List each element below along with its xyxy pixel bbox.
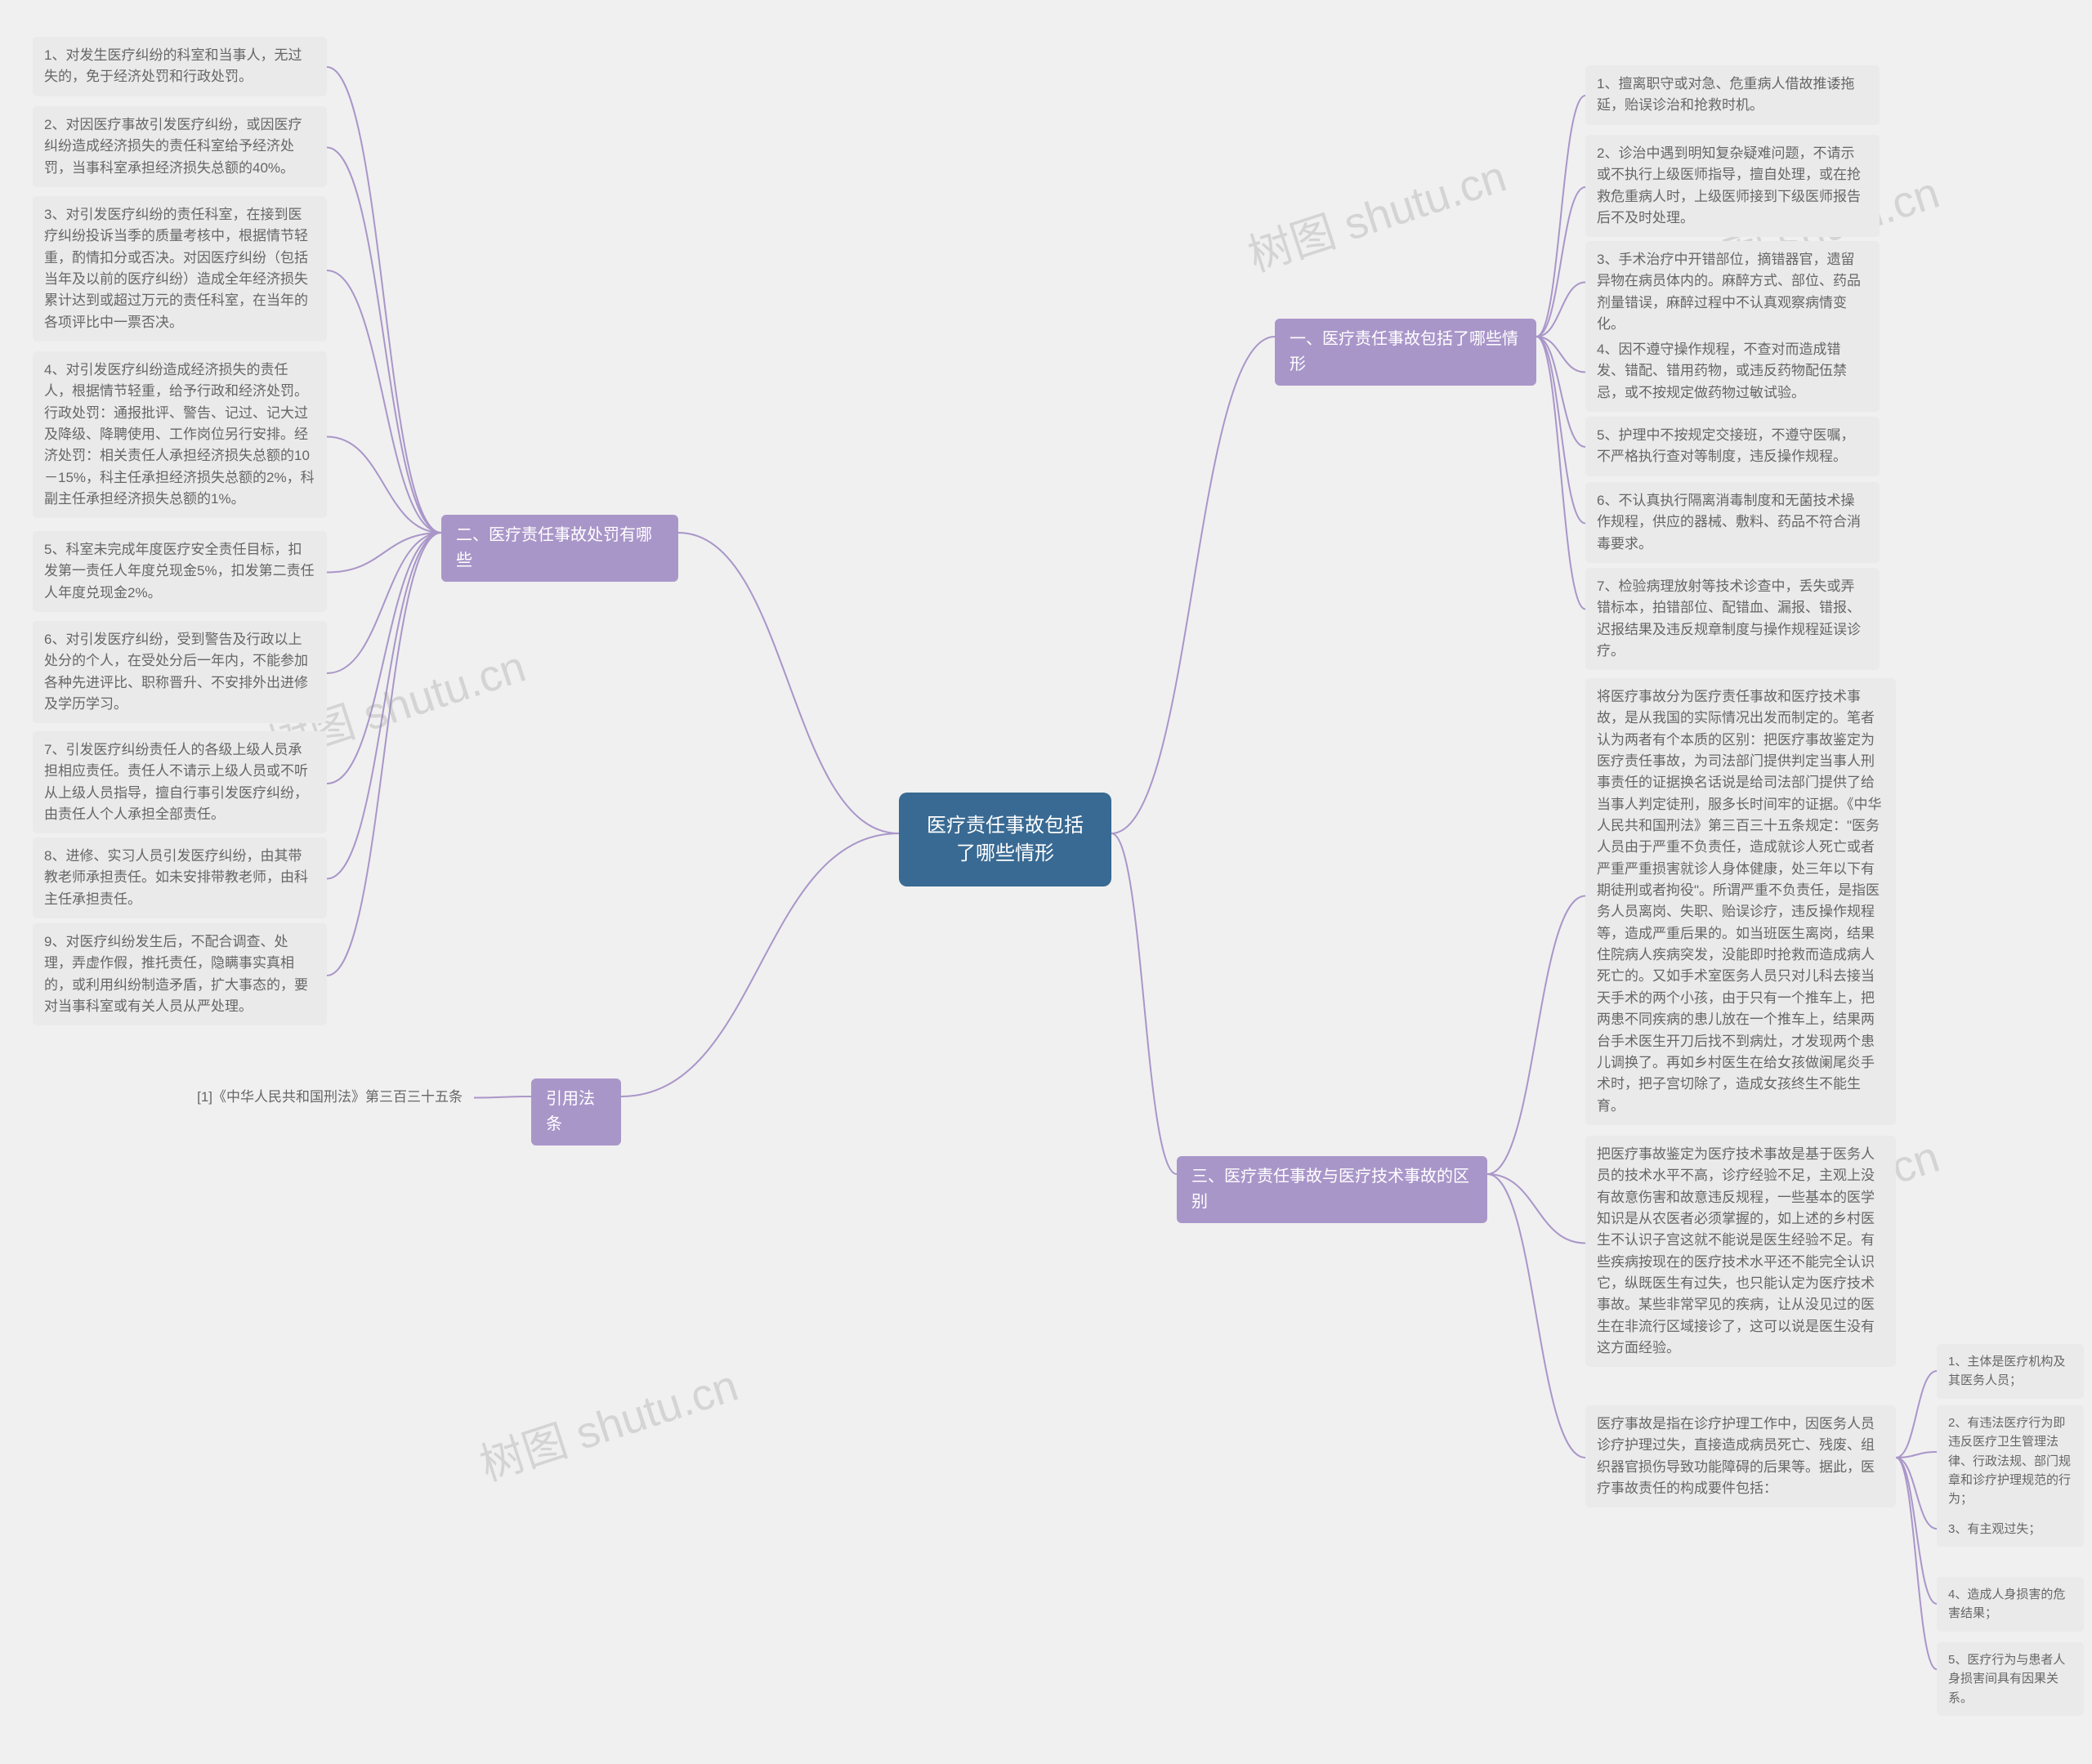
leaf-node: 3、手术治疗中开错部位，摘错器官，遗留异物在病员体内的。麻醉方式、部位、药品剂量… <box>1585 241 1880 343</box>
leaf-node: 4、因不遵守操作规程，不查对而造成错发、错配、错用药物，或违反药物配伍禁忌，或不… <box>1585 331 1880 412</box>
watermark: 树图 shutu.cn <box>1239 140 1513 284</box>
leaf-node: 把医疗事故鉴定为医疗技术事故是基于医务人员的技术水平不高，诊疗经验不足，主观上没… <box>1585 1136 1896 1367</box>
leaf-node: 2、对因医疗事故引发医疗纠纷，或因医疗纠纷造成经济损失的责任科室给予经济处罚，当… <box>33 106 327 187</box>
leaf-node: 6、对引发医疗纠纷，受到警告及行政以上处分的个人，在受处分后一年内，不能参加各种… <box>33 621 327 723</box>
leaf-node: [1]《中华人民共和国刑法》第三百三十五条 <box>163 1078 474 1116</box>
sub-leaf-node: 2、有违法医疗行为即违反医疗卫生管理法律、行政法规、部门规章和诊疗护理规范的行为… <box>1937 1405 2084 1516</box>
sub-leaf-node: 3、有主观过失； <box>1937 1512 2084 1547</box>
center-node: 医疗责任事故包括了哪些情形 <box>899 793 1111 886</box>
leaf-node: 7、检验病理放射等技术诊查中，丢失或弄错标本，拍错部位、配错血、漏报、错报、迟报… <box>1585 568 1880 670</box>
sub-leaf-node: 1、主体是医疗机构及其医务人员； <box>1937 1344 2084 1399</box>
leaf-node: 4、对引发医疗纠纷造成经济损失的责任人，根据情节轻重，给予行政和经济处罚。行政处… <box>33 351 327 518</box>
leaf-node: 1、擅离职守或对急、危重病人借故推诿拖延，贻误诊治和抢救时机。 <box>1585 65 1880 125</box>
branch-node: 二、医疗责任事故处罚有哪些 <box>441 515 678 582</box>
branch-node: 引用法条 <box>531 1078 621 1145</box>
leaf-node: 7、引发医疗纠纷责任人的各级上级人员承担相应责任。责任人不请示上级人员或不听从上… <box>33 731 327 833</box>
branch-node: 一、医疗责任事故包括了哪些情形 <box>1275 319 1536 386</box>
sub-leaf-node: 4、造成人身损害的危害结果； <box>1937 1577 2084 1632</box>
leaf-node: 将医疗事故分为医疗责任事故和医疗技术事故，是从我国的实际情况出发而制定的。笔者认… <box>1585 678 1896 1125</box>
leaf-node: 5、护理中不按规定交接班，不遵守医嘱，不严格执行查对等制度，违反操作规程。 <box>1585 417 1880 476</box>
watermark: 树图 shutu.cn <box>471 1349 745 1493</box>
leaf-node: 2、诊治中遇到明知复杂疑难问题，不请示或不执行上级医师指导，擅自处理，或在抢救危… <box>1585 135 1880 237</box>
leaf-node: 1、对发生医疗纠纷的科室和当事人，无过失的，免于经济处罚和行政处罚。 <box>33 37 327 96</box>
leaf-node: 5、科室未完成年度医疗安全责任目标，扣发第一责任人年度兑现金5%，扣发第二责任人… <box>33 531 327 612</box>
branch-node: 三、医疗责任事故与医疗技术事故的区别 <box>1177 1156 1487 1223</box>
leaf-node: 6、不认真执行隔离消毒制度和无菌技术操作规程，供应的器械、敷料、药品不符合消毒要… <box>1585 482 1880 563</box>
sub-leaf-node: 5、医疗行为与患者人身损害间具有因果关系。 <box>1937 1642 2084 1716</box>
leaf-node: 医疗事故是指在诊疗护理工作中，因医务人员诊疗护理过失，直接造成病员死亡、残废、组… <box>1585 1405 1896 1507</box>
leaf-node: 9、对医疗纠纷发生后，不配合调查、处理，弄虚作假，推托责任，隐瞒事实真相的，或利… <box>33 923 327 1025</box>
leaf-node: 3、对引发医疗纠纷的责任科室，在接到医疗纠纷投诉当季的质量考核中，根据情节轻重，… <box>33 196 327 342</box>
leaf-node: 8、进修、实习人员引发医疗纠纷，由其带教老师承担责任。如未安排带教老师，由科主任… <box>33 837 327 918</box>
